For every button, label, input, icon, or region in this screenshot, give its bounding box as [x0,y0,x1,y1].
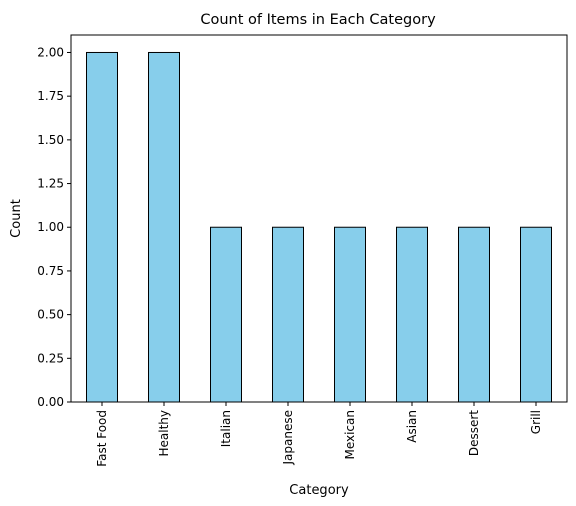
bar-japanese [272,226,304,403]
bar-dessert [458,226,490,403]
x-tick-label: Italian [219,410,233,447]
y-tick-label: 0.50 [37,308,64,322]
x-tick-label: Asian [405,410,419,443]
y-tick-label: 1.75 [37,89,64,103]
x-axis-label: Category [289,483,349,498]
x-tick-label: Dessert [467,410,481,456]
bar-grill [520,226,552,403]
chart-title: Count of Items in Each Category [200,12,436,28]
plot-area [86,51,552,403]
x-tick-label: Healthy [157,410,171,457]
x-tick-label: Grill [529,410,543,434]
bar-asian [396,226,428,403]
bar-fast-food [86,51,118,403]
y-tick-label: 1.25 [37,177,64,191]
y-tick-label: 0.00 [37,395,64,409]
y-axis: 0.00 0.25 0.50 0.75 1.00 1.25 1.50 1.75 2.00 [37,45,71,409]
y-tick-label: 0.25 [37,351,64,365]
x-tick-label: Japanese [281,410,295,466]
y-tick-label: 1.00 [37,220,64,234]
y-tick-label: 0.75 [37,264,64,278]
bar-mexican [334,226,366,403]
bar-healthy [148,51,180,403]
x-axis: Fast Food Healthy Italian Japanese Mexican As… [95,402,543,467]
x-tick-label: Fast Food [95,410,109,467]
y-tick-label: 1.50 [37,133,64,147]
bar-italian [210,226,242,403]
y-axis-label: Count [9,199,24,238]
plot-frame [70,34,568,403]
y-tick-label: 2.00 [37,45,64,59]
x-tick-label: Mexican [343,410,357,460]
